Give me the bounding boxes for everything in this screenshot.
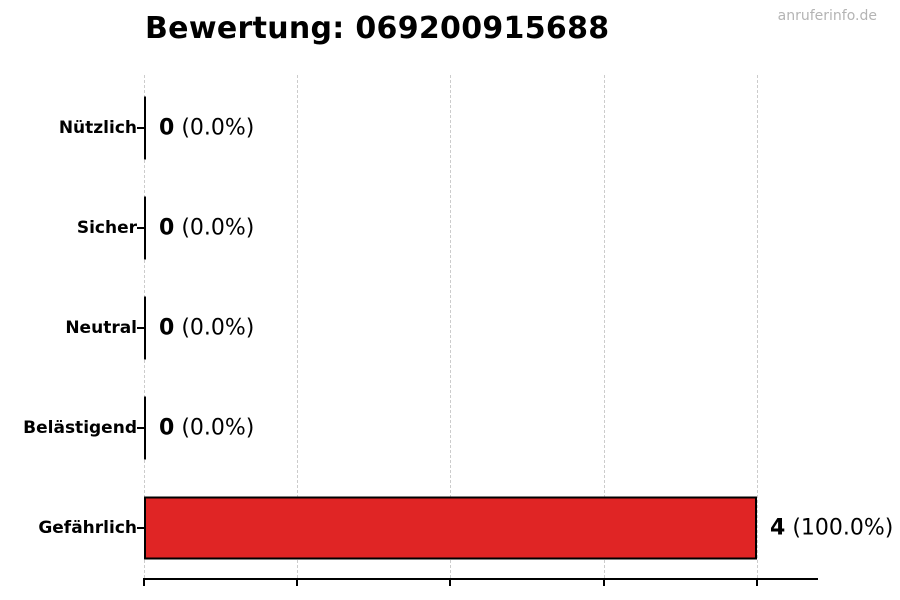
value-label: 0 (0.0%) (159, 216, 254, 241)
vertical-gridline (604, 75, 605, 578)
value-percent: (0.0%) (181, 115, 255, 141)
y-axis-tick (137, 527, 145, 529)
vertical-gridline (450, 75, 451, 578)
value-label: 4 (100.0%) (770, 516, 893, 541)
value-count: 0 (159, 215, 175, 241)
y-axis-tick (137, 127, 145, 129)
value-count: 4 (770, 515, 786, 541)
value-percent: (0.0%) (181, 315, 255, 341)
value-label: 0 (0.0%) (159, 416, 254, 441)
watermark-text: anruferinfo.de (777, 8, 877, 24)
value-percent: (100.0%) (792, 515, 894, 541)
value-count: 0 (159, 315, 175, 341)
x-axis-tick (603, 578, 605, 586)
category-label: Neutral (65, 318, 137, 338)
category-label: Belästigend (23, 418, 137, 438)
value-label: 0 (0.0%) (159, 316, 254, 341)
y-axis-tick (137, 427, 145, 429)
bar (144, 196, 146, 260)
vertical-gridline (297, 75, 298, 578)
category-label: Nützlich (58, 118, 137, 138)
bar (144, 496, 757, 560)
value-percent: (0.0%) (181, 415, 255, 441)
value-count: 0 (159, 115, 175, 141)
x-axis-tick (756, 578, 758, 586)
category-label: Gefährlich (38, 518, 137, 538)
value-count: 0 (159, 415, 175, 441)
x-axis-tick (143, 578, 145, 586)
bar (144, 396, 146, 460)
vertical-gridline (757, 75, 758, 578)
category-label: Sicher (76, 218, 137, 238)
bar (144, 296, 146, 360)
x-axis-line (144, 578, 818, 580)
x-axis-tick (296, 578, 298, 586)
x-axis-tick (449, 578, 451, 586)
value-percent: (0.0%) (181, 215, 255, 241)
y-axis-tick (137, 327, 145, 329)
y-axis-tick (137, 227, 145, 229)
chart-title: Bewertung: 069200915688 (145, 11, 610, 46)
value-label: 0 (0.0%) (159, 116, 254, 141)
bar (144, 96, 146, 160)
